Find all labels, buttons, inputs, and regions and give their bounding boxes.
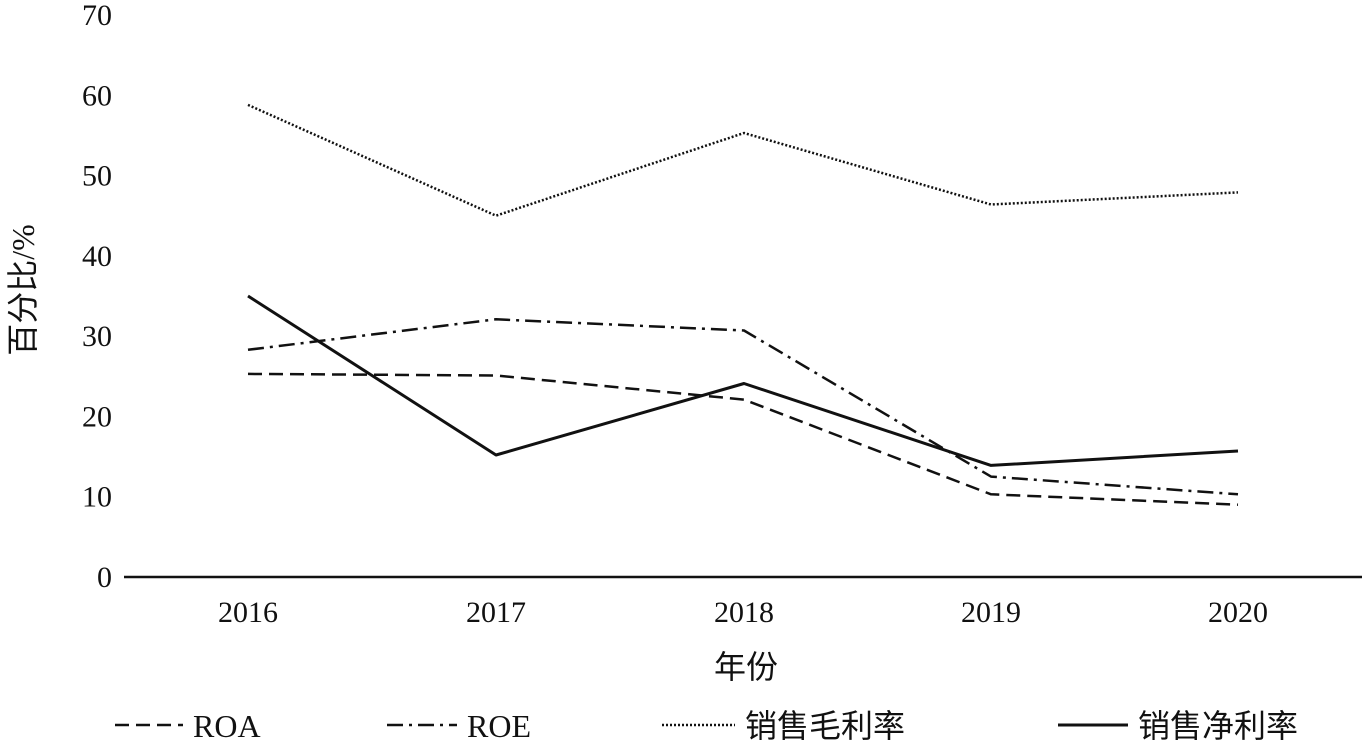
x-tick-label: 2018 xyxy=(714,596,774,629)
x-tick-label: 2019 xyxy=(961,596,1021,629)
y-axis-title: 百分比/% xyxy=(5,224,41,356)
y-axis-ticks: 0 10 20 30 40 50 60 70 xyxy=(82,0,112,594)
series-line-销售毛利率 xyxy=(247,103,1239,217)
y-tick-label: 60 xyxy=(82,79,112,112)
y-tick-label: 50 xyxy=(82,160,112,193)
legend-item-销售毛利率: 销售毛利率 xyxy=(662,708,905,744)
series-line-ROA xyxy=(247,372,1239,506)
y-tick-label: 30 xyxy=(82,320,112,353)
x-tick-label: 2017 xyxy=(466,596,526,629)
legend-label: 销售毛利率 xyxy=(745,708,905,744)
series-line-销售净利率 xyxy=(247,294,1239,467)
x-tick-label: 2020 xyxy=(1208,596,1268,629)
y-tick-label: 20 xyxy=(82,400,112,433)
legend-item-销售净利率: 销售净利率 xyxy=(1058,708,1298,744)
legend-item-ROA: ROA xyxy=(115,708,261,744)
legend-item-ROE: ROE xyxy=(387,708,531,744)
x-tick-label: 2016 xyxy=(218,596,278,629)
y-tick-label: 0 xyxy=(97,561,112,594)
y-tick-label: 40 xyxy=(82,240,112,273)
y-tick-label: 70 xyxy=(82,0,112,32)
legend-label: ROA xyxy=(193,708,261,744)
legend: ROA ROE 销售毛利率 销售净利率 xyxy=(115,708,1298,744)
series-lines xyxy=(247,103,1239,506)
x-axis-title: 年份 xyxy=(714,649,778,685)
legend-label: 销售净利率 xyxy=(1138,708,1298,744)
series-line-ROE xyxy=(247,318,1239,496)
y-tick-label: 10 xyxy=(82,481,112,514)
legend-label: ROE xyxy=(467,708,531,744)
x-axis-ticks: 2016 2017 2018 2019 2020 xyxy=(218,596,1268,629)
